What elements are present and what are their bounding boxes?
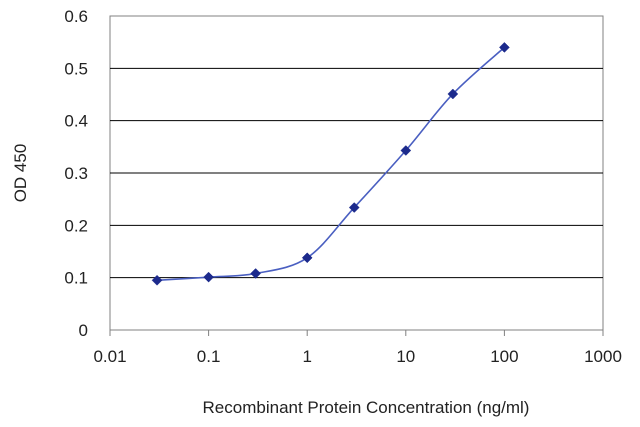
data-point bbox=[151, 274, 163, 286]
data-point bbox=[447, 88, 459, 100]
data-point bbox=[499, 42, 510, 53]
data-point bbox=[348, 202, 360, 213]
data-point bbox=[301, 252, 313, 264]
x-tick-label: 0.1 bbox=[197, 347, 221, 366]
y-tick-label: 0.2 bbox=[64, 216, 88, 235]
x-axis-title: Recombinant Protein Concentration (ng/ml… bbox=[203, 398, 530, 417]
y-tick-label: 0.4 bbox=[64, 112, 88, 131]
x-tick-label: 100 bbox=[490, 347, 518, 366]
series-group bbox=[151, 42, 510, 286]
y-tick-label: 0 bbox=[79, 321, 88, 340]
y-axis-title: OD 450 bbox=[11, 144, 30, 203]
y-tick-label: 0.6 bbox=[64, 7, 88, 26]
x-tick-label: 1000 bbox=[584, 347, 622, 366]
x-tick-label: 10 bbox=[396, 347, 415, 366]
y-tick-label: 0.3 bbox=[64, 164, 88, 183]
x-axis: 0.01 0.1 1 10 100 1000 bbox=[93, 330, 622, 366]
data-point bbox=[400, 145, 412, 156]
y-tick-label: 0.1 bbox=[64, 269, 88, 288]
data-point bbox=[250, 268, 261, 279]
x-tick-label: 1 bbox=[302, 347, 311, 366]
y-tick-label: 0.5 bbox=[64, 59, 88, 78]
data-point bbox=[203, 271, 214, 283]
x-tick-label: 0.01 bbox=[93, 347, 126, 366]
y-axis: 0 0.1 0.2 0.3 0.4 0.5 0.6 bbox=[64, 7, 88, 340]
